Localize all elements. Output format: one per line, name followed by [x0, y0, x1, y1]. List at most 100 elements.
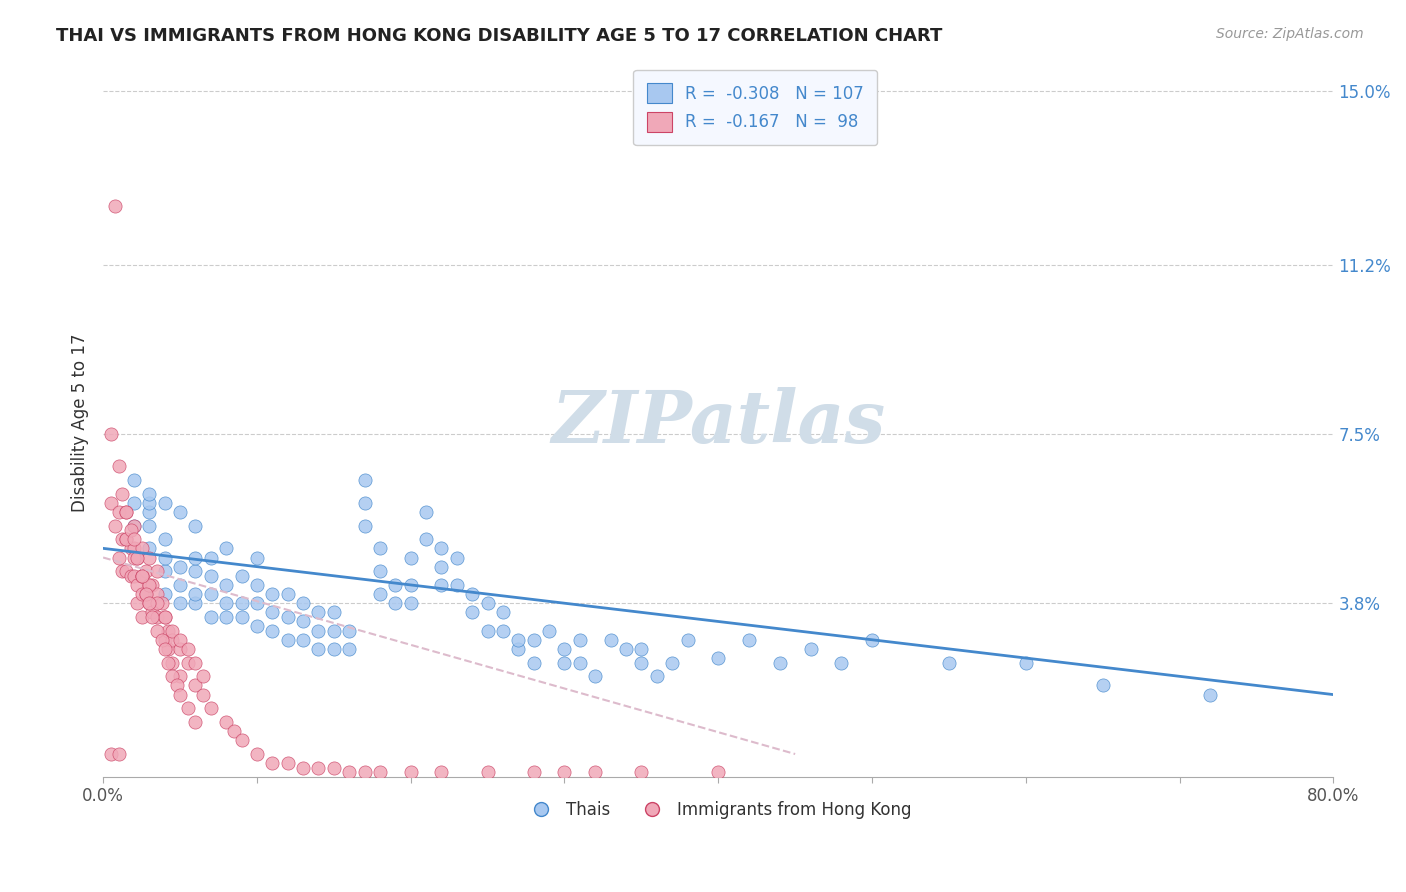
Point: [100, 427, 122, 442]
Point: [153, 550, 176, 565]
Point: [430, 765, 453, 780]
Point: [153, 641, 176, 656]
Point: [523, 632, 546, 647]
Point: [307, 624, 329, 638]
Point: [135, 587, 157, 601]
Point: [508, 641, 530, 656]
Point: [177, 701, 200, 715]
Point: [446, 578, 468, 592]
Point: [131, 587, 153, 601]
Point: [399, 596, 422, 610]
Point: [169, 559, 191, 574]
Point: [292, 615, 315, 629]
Point: [430, 559, 453, 574]
Point: [200, 550, 222, 565]
Point: [399, 578, 422, 592]
Point: [307, 641, 329, 656]
Point: [246, 747, 269, 761]
Point: [107, 550, 129, 565]
Point: [368, 541, 391, 556]
Y-axis label: Disability Age 5 to 17: Disability Age 5 to 17: [72, 334, 89, 512]
Point: [184, 678, 207, 692]
Point: [115, 564, 138, 578]
Point: [122, 569, 145, 583]
Point: [120, 541, 142, 556]
Point: [141, 578, 163, 592]
Point: [446, 550, 468, 565]
Point: [277, 587, 299, 601]
Point: [307, 761, 329, 775]
Point: [138, 578, 160, 592]
Point: [135, 587, 157, 601]
Point: [153, 610, 176, 624]
Point: [162, 669, 184, 683]
Point: [568, 632, 591, 647]
Point: [353, 765, 375, 780]
Point: [153, 587, 176, 601]
Point: [215, 578, 238, 592]
Point: [630, 765, 652, 780]
Point: [707, 651, 730, 665]
Point: [131, 541, 153, 556]
Point: [138, 578, 160, 592]
Point: [104, 199, 127, 213]
Point: [477, 624, 499, 638]
Point: [184, 518, 207, 533]
Point: [262, 587, 284, 601]
Point: [231, 569, 253, 583]
Point: [156, 641, 179, 656]
Point: [368, 587, 391, 601]
Point: [215, 541, 238, 556]
Point: [322, 641, 344, 656]
Point: [384, 596, 406, 610]
Point: [553, 765, 575, 780]
Point: [150, 596, 173, 610]
Point: [141, 610, 163, 624]
Point: [115, 505, 138, 519]
Point: [122, 550, 145, 565]
Point: [122, 473, 145, 487]
Point: [138, 496, 160, 510]
Point: [262, 624, 284, 638]
Point: [599, 632, 621, 647]
Point: [107, 747, 129, 761]
Point: [430, 578, 453, 592]
Point: [322, 624, 344, 638]
Point: [125, 550, 148, 565]
Point: [830, 656, 852, 670]
Point: [153, 610, 176, 624]
Point: [184, 596, 207, 610]
Point: [110, 533, 132, 547]
Point: [135, 564, 157, 578]
Point: [277, 756, 299, 771]
Point: [156, 656, 179, 670]
Point: [131, 610, 153, 624]
Point: [122, 518, 145, 533]
Point: [292, 632, 315, 647]
Point: [177, 656, 200, 670]
Point: [138, 596, 160, 610]
Point: [138, 486, 160, 500]
Point: [860, 632, 883, 647]
Point: [415, 533, 437, 547]
Point: [738, 632, 761, 647]
Point: [277, 610, 299, 624]
Point: [337, 641, 360, 656]
Point: [153, 496, 176, 510]
Point: [337, 624, 360, 638]
Point: [322, 761, 344, 775]
Point: [125, 550, 148, 565]
Point: [231, 610, 253, 624]
Point: [104, 518, 127, 533]
Point: [200, 701, 222, 715]
Point: [146, 610, 169, 624]
Point: [368, 765, 391, 780]
Point: [292, 596, 315, 610]
Point: [125, 596, 148, 610]
Point: [262, 756, 284, 771]
Point: [146, 624, 169, 638]
Point: [1199, 688, 1222, 702]
Point: [184, 564, 207, 578]
Point: [169, 596, 191, 610]
Point: [508, 632, 530, 647]
